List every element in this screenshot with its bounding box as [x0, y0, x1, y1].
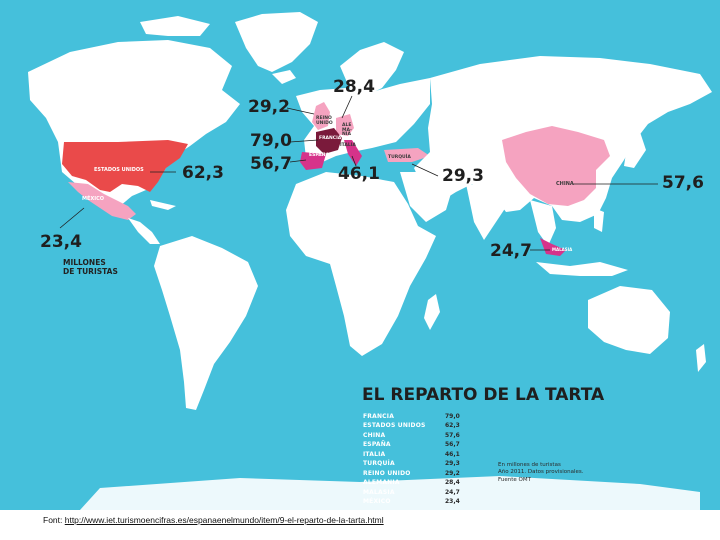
legend-row: TURQUÍA 29,3	[363, 460, 475, 470]
indonesia	[536, 262, 628, 276]
south-america	[154, 236, 258, 410]
legend-row: ITALIA 46,1	[363, 450, 475, 460]
malaysia-shape	[540, 238, 566, 256]
label-turquia: TURQUÍA	[388, 155, 411, 160]
france-shape	[316, 128, 342, 154]
value-italia: 46,1	[338, 164, 380, 184]
subtitle-millones-turistas: MILLONES DE TURISTAS	[63, 258, 118, 276]
legend-country: TURQUÍA	[363, 460, 395, 468]
caribbean	[150, 200, 176, 210]
legend-value: 29,2	[445, 469, 460, 477]
germany-shape	[336, 114, 354, 136]
legend-country: FRANCIA	[363, 412, 395, 420]
new-zealand	[696, 344, 706, 372]
legend-country: ESTADOS UNIDOS	[363, 422, 426, 430]
legend-value: 46,1	[445, 450, 460, 458]
label-espana: ESPAÑA	[309, 153, 329, 158]
usa-shape	[62, 140, 188, 192]
legend-value: 56,7	[445, 441, 460, 449]
value-china: 57,6	[662, 173, 704, 193]
legend-row: CHINA 57,6	[363, 431, 475, 441]
source-prefix: Font:	[43, 515, 65, 525]
legend-title: EL REPARTO DE LA TARTA	[362, 385, 605, 405]
source-footer: Font: http://www.iet.turismoencifras.es/…	[43, 515, 384, 525]
legend-row: ESTADOS UNIDOS 62,3	[363, 422, 475, 432]
label-alemania: ALE MA- NIA	[342, 123, 352, 137]
legend-country: ALEMANIA	[363, 479, 400, 487]
label-malasia: MALASIA	[552, 247, 573, 252]
antarctica	[80, 476, 700, 510]
legend-row: REINO UNIDO 29,2	[363, 469, 475, 479]
uk-shape	[312, 102, 330, 130]
value-malasia: 24,7	[490, 241, 532, 261]
central-america	[128, 218, 160, 244]
label-francia: FRANCIA	[319, 136, 342, 141]
label-estados-unidos: ESTADOS UNIDOS	[94, 167, 144, 173]
iceland	[272, 70, 296, 84]
indochina	[530, 200, 556, 246]
value-estados-unidos: 62,3	[182, 163, 224, 183]
source-link[interactable]: http://www.iet.turismoencifras.es/espana…	[64, 515, 384, 525]
africa	[286, 172, 436, 356]
spain-shape	[300, 152, 326, 170]
legend-country: ESPAÑA	[363, 441, 391, 449]
legend-table: FRANCIA 79,0 ESTADOS UNIDOS 62,3 CHINA 57,6 ES…	[363, 412, 475, 507]
legend-value: 29,3	[445, 460, 460, 468]
legend-country: MALASIA	[363, 488, 395, 496]
label-china: CHINA	[556, 181, 574, 187]
label-italia: ITALIA	[340, 143, 356, 148]
label-mexico: MÉXICO	[82, 196, 105, 202]
legend-row: MALASIA 24,7	[363, 488, 475, 498]
madagascar	[424, 294, 440, 330]
label-reino-unido: REINO UNIDO	[316, 116, 333, 126]
legend-row: MÉXICO 23,4	[363, 498, 475, 508]
world-map	[0, 0, 720, 510]
legend-value: 24,7	[445, 488, 460, 496]
value-reino-unido: 29,2	[248, 97, 290, 117]
legend-value: 57,6	[445, 431, 460, 439]
value-turquia: 29,3	[442, 166, 484, 186]
value-alemania: 28,4	[333, 77, 375, 97]
legend-row: FRANCIA 79,0	[363, 412, 475, 422]
arabia	[400, 172, 452, 222]
scandinavia	[340, 42, 404, 96]
legend-country: ITALIA	[363, 450, 386, 458]
india	[466, 184, 512, 240]
legend-country: MÉXICO	[363, 498, 391, 506]
value-francia: 79,0	[250, 131, 292, 151]
legend-row: ALEMANIA 28,4	[363, 479, 475, 489]
philippines	[594, 208, 604, 232]
legend-country: REINO UNIDO	[363, 469, 411, 477]
australia	[588, 286, 670, 354]
value-espana: 56,7	[250, 154, 292, 174]
arctic-islands	[140, 16, 210, 36]
legend-country: CHINA	[363, 431, 386, 439]
legend-value: 28,4	[445, 479, 460, 487]
turkey-shape	[384, 148, 430, 162]
italy-shape	[344, 140, 362, 166]
legend-note: En millones de turistas Año 2011. Datos …	[498, 462, 584, 483]
legend-value: 79,0	[445, 412, 460, 420]
japan	[624, 132, 646, 168]
greenland	[235, 12, 318, 72]
legend-row: ESPAÑA 56,7	[363, 441, 475, 451]
mexico-shape	[68, 182, 136, 220]
legend-value: 62,3	[445, 422, 460, 430]
value-mexico: 23,4	[40, 232, 82, 252]
leader-lines	[59, 95, 658, 251]
legend-value: 23,4	[445, 498, 460, 506]
china-shape	[502, 126, 610, 206]
